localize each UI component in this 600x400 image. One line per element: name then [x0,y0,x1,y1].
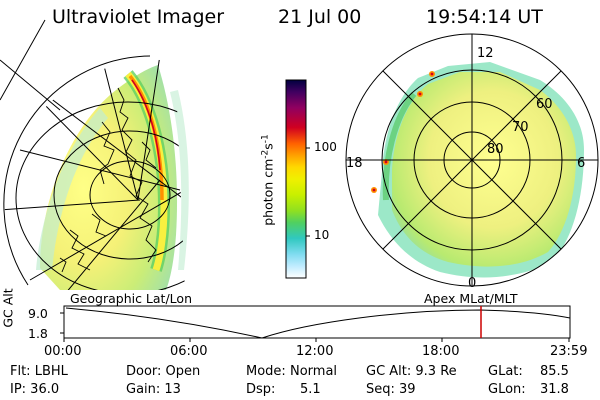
colorbar-unit-label: photon cm-2s-1 [260,134,276,226]
mlt-label-6: 6 [577,156,586,171]
time-label: 19:54:14 UT [426,6,543,28]
mode-value: Normal [290,364,338,379]
lat-label-60: 60 [536,97,553,112]
ip-status: IP: 36.0 [10,382,60,397]
filter-status: Flt: LBHL [10,364,68,379]
glon-value: 31.8 [540,382,569,397]
colorbar-tick-10: 10 [314,228,330,242]
colorbar-tick-100: 100 [314,140,337,154]
timeline-ytick-1-8: 1.8 [28,326,48,341]
timeline-ytick-9: 9.0 [28,306,48,321]
timeline-xtick-2359: 23:59 [550,344,588,359]
timeline-xtick-1200: 12:00 [296,344,334,359]
mode-label: Mode: [246,364,286,379]
mlt-label-12: 12 [477,46,494,61]
gc-alt-status: GC Alt: 9.3 Re [366,364,457,379]
lat-label-80: 80 [487,142,504,157]
door-status: Door: Open [126,364,201,379]
globe-coastlines [59,87,157,273]
timeline-left-title: Geographic Lat/Lon [70,291,192,306]
date-label: 21 Jul 00 [278,6,362,28]
timeline-right-title: Apex MLat/MLT [424,291,518,306]
instrument-title: Ultraviolet Imager [52,6,225,28]
timeline-xtick-0600: 06:00 [170,344,208,359]
timeline-xtick-0000: 00:00 [44,344,82,359]
glat-label: GLat: [488,364,523,379]
lat-label-70: 70 [512,120,529,135]
altitude-curve [65,307,571,339]
gain-status: Gain: 13 [126,382,181,397]
timeline-xtick-1800: 18:00 [422,344,460,359]
timeline-panel [63,305,571,339]
dsp-value: 5.1 [300,382,321,397]
mlt-label-0: 0 [468,276,477,291]
mlt-label-18: 18 [346,156,363,171]
colorbar [285,79,307,279]
dsp-label: Dsp: [246,382,276,397]
timeline-ticks [60,312,570,342]
timeline-ylabel: GC Alt [0,288,16,328]
glon-label: GLon: [488,382,526,397]
glat-value: 85.5 [540,364,569,379]
polar-grid [345,33,599,287]
seq-status: Seq: 39 [366,382,416,397]
